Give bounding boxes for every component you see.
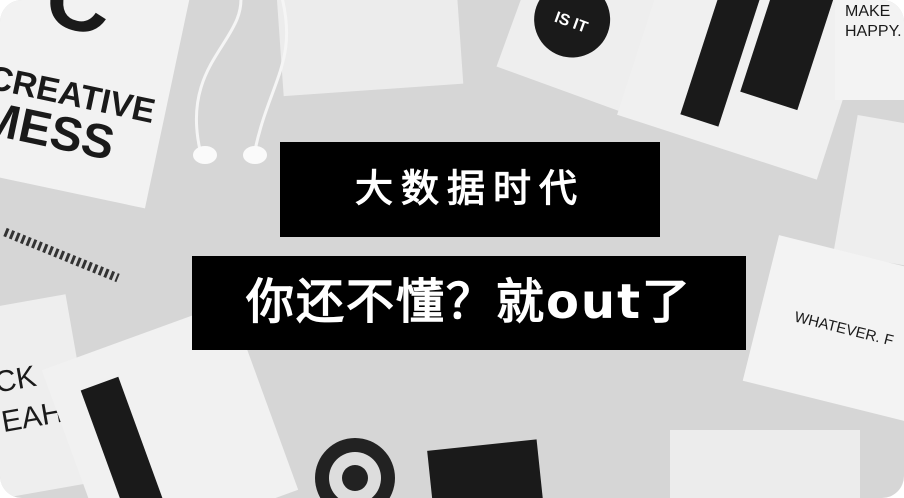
card-ink	[80, 376, 163, 498]
pen	[3, 227, 120, 283]
card	[670, 430, 860, 498]
subheadline-box	[192, 256, 746, 350]
card	[427, 439, 543, 498]
card	[276, 0, 464, 97]
card: WHATEVER. F	[742, 235, 904, 422]
card: MAKE HAPPY.	[835, 0, 904, 100]
headline-box	[280, 142, 660, 237]
card: C CREATIVE MESS	[0, 0, 193, 209]
card: IS IT	[496, 0, 660, 111]
headline: 大数据时代	[355, 167, 585, 211]
card	[833, 114, 904, 269]
card-text: MAKE	[845, 3, 890, 20]
card	[617, 0, 876, 180]
earphones	[194, 0, 289, 151]
card	[41, 301, 299, 498]
subheadline: 你还不懂？就out了	[245, 274, 692, 330]
card-text: HAPPY.	[845, 23, 902, 40]
card-text: CK	[0, 360, 39, 400]
